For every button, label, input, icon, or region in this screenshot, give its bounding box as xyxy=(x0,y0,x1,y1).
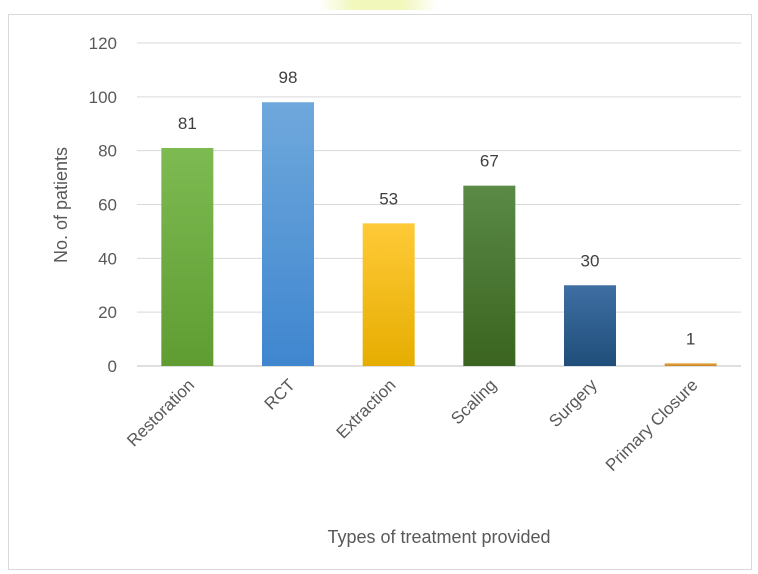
x-tick-labels: Restoration RCT Extraction Scaling Surgery Pr… xyxy=(123,375,701,475)
bar xyxy=(161,147,214,366)
data-label: 81 xyxy=(178,114,197,133)
x-tick-label: Primary Closure xyxy=(602,375,702,475)
bars xyxy=(161,102,717,366)
y-tick-label: 0 xyxy=(108,357,117,376)
bar xyxy=(463,185,516,366)
x-axis-title: Types of treatment provided xyxy=(327,527,550,547)
x-tick-label: Scaling xyxy=(447,375,500,428)
bar xyxy=(664,363,717,366)
data-label: 1 xyxy=(686,329,695,348)
top-decoration xyxy=(318,0,438,10)
data-label: 53 xyxy=(379,189,398,208)
y-tick-label: 60 xyxy=(98,196,117,215)
y-axis-title: No. of patients xyxy=(51,147,71,263)
bar xyxy=(262,102,314,366)
bar xyxy=(564,285,616,366)
x-tick-label: Extraction xyxy=(333,375,400,442)
bar xyxy=(362,223,415,366)
x-tick-label: Surgery xyxy=(545,375,601,431)
x-tick-label: Restoration xyxy=(123,375,198,450)
y-tick-label: 40 xyxy=(98,249,117,268)
y-tick-label: 100 xyxy=(89,88,117,107)
y-tick-label: 120 xyxy=(89,34,117,53)
data-label: 67 xyxy=(480,152,499,171)
data-label: 30 xyxy=(581,251,600,270)
x-tick-label: RCT xyxy=(261,375,299,413)
y-tick-label: 20 xyxy=(98,303,117,322)
gridlines xyxy=(137,42,741,367)
y-tick-labels: 0 20 40 60 80 100 120 xyxy=(89,34,117,376)
data-labels: 81 98 53 67 30 1 xyxy=(178,68,696,348)
y-tick-label: 80 xyxy=(98,142,117,161)
data-label: 98 xyxy=(279,68,298,87)
